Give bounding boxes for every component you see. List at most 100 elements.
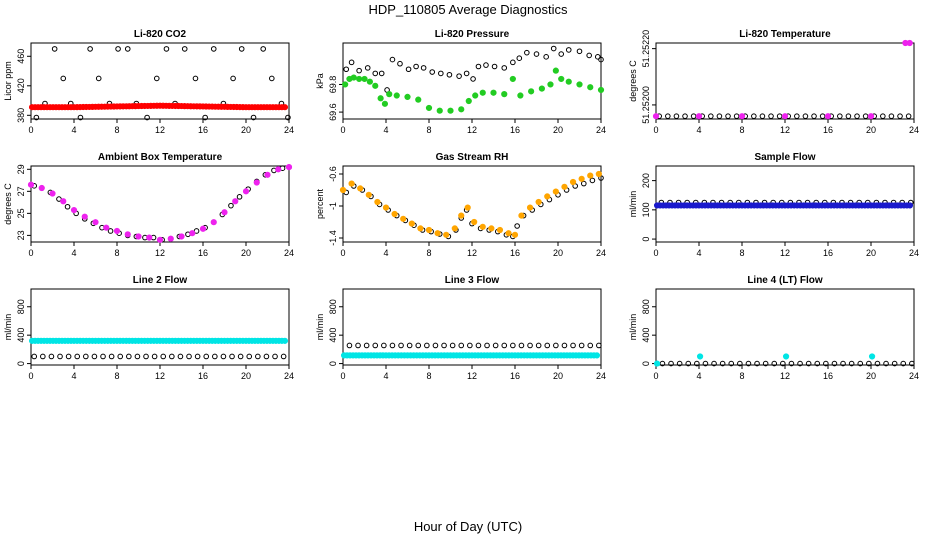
data-point (578, 342, 585, 349)
data-point (587, 342, 594, 349)
x-tick-label: 0 (28, 125, 33, 135)
data-point (897, 113, 903, 119)
data-point (788, 360, 795, 367)
data-point (510, 59, 516, 66)
data-point (135, 233, 142, 240)
y-tick-label: 51.25220 (641, 30, 651, 68)
data-point (186, 353, 192, 360)
data-point (228, 202, 234, 209)
panel-title: Li-820 Temperature (739, 29, 831, 40)
data-point (501, 342, 508, 349)
data-point (570, 342, 576, 349)
x-tick-label: 0 (340, 248, 345, 258)
data-point (527, 342, 533, 349)
data-point (802, 113, 809, 119)
x-tick-label: 16 (510, 125, 520, 135)
x-tick-label: 20 (553, 248, 563, 258)
data-point (60, 198, 67, 205)
data-point (475, 342, 482, 349)
data-point (819, 113, 826, 119)
x-tick-label: 8 (739, 371, 744, 381)
x-tick-label: 0 (28, 248, 33, 258)
data-point (263, 353, 270, 360)
data-point (87, 46, 93, 52)
data-point (356, 75, 363, 83)
data-point (479, 89, 486, 96)
data-point (866, 360, 872, 367)
data-point (177, 353, 184, 360)
plot-frame (30, 165, 290, 243)
data-point (883, 360, 889, 367)
data-point (733, 113, 740, 119)
data-point (479, 223, 486, 230)
data-point (64, 203, 71, 210)
y-tick-label: 460 (16, 49, 26, 64)
data-point (868, 353, 876, 360)
data-point (281, 337, 289, 344)
data-point (862, 113, 869, 119)
x-tick-label: 4 (383, 125, 388, 135)
y-axis-label: percent (315, 188, 325, 219)
data-point (909, 360, 915, 367)
y-tick-label: 0 (641, 237, 651, 242)
data-point (458, 342, 465, 349)
y-tick-label: 23 (16, 230, 26, 240)
data-point (492, 342, 499, 349)
data-point (415, 96, 422, 103)
x-tick-label: 16 (198, 248, 208, 258)
data-point (372, 70, 379, 77)
x-tick-label: 16 (198, 125, 208, 135)
y-tick-label: 400 (641, 328, 651, 343)
data-point (528, 88, 535, 95)
data-point (115, 46, 121, 52)
data-point (837, 113, 843, 119)
data-point (100, 353, 106, 360)
x-tick-label: 4 (696, 125, 701, 135)
data-point (408, 220, 415, 227)
data-point (160, 353, 167, 360)
series-black (346, 342, 602, 349)
x-tick-label: 4 (696, 248, 701, 258)
y-axis-label: degrees C (628, 60, 638, 102)
x-tick-label: 12 (155, 371, 165, 381)
data-point (378, 70, 385, 77)
x-tick-label: 20 (241, 125, 251, 135)
data-point (374, 198, 381, 206)
data-point (447, 107, 454, 114)
data-point (386, 91, 393, 98)
data-point (558, 51, 565, 57)
data-point (824, 113, 832, 120)
data-point (845, 113, 852, 119)
y-tick-label: 25 (16, 208, 26, 218)
data-point (544, 342, 551, 349)
y-tick-label: 0 (641, 361, 651, 366)
data-point (285, 114, 291, 121)
y-axis-label: ml/min (628, 314, 638, 341)
x-tick-label: 0 (340, 125, 345, 135)
data-point (443, 231, 450, 238)
data-point (464, 204, 471, 211)
data-point (153, 75, 160, 82)
series-black (31, 353, 287, 360)
data-point (356, 67, 362, 74)
y-tick-label: 0 (328, 361, 338, 366)
figure-title: HDP_110805 Average Diagnostics (369, 2, 568, 17)
data-point (888, 113, 895, 119)
x-tick-label: 24 (909, 248, 919, 258)
data-point (578, 175, 585, 182)
data-point (124, 231, 131, 238)
data-point (424, 342, 430, 349)
data-point (524, 49, 530, 56)
data-point (544, 193, 551, 200)
y-tick-label: 400 (328, 328, 338, 343)
data-point (565, 47, 572, 53)
data-point (716, 113, 723, 119)
data-point (143, 353, 149, 360)
data-point (496, 226, 504, 234)
data-point (586, 52, 592, 59)
data-point (449, 342, 456, 349)
data-point (420, 65, 427, 71)
data-point (511, 231, 519, 238)
